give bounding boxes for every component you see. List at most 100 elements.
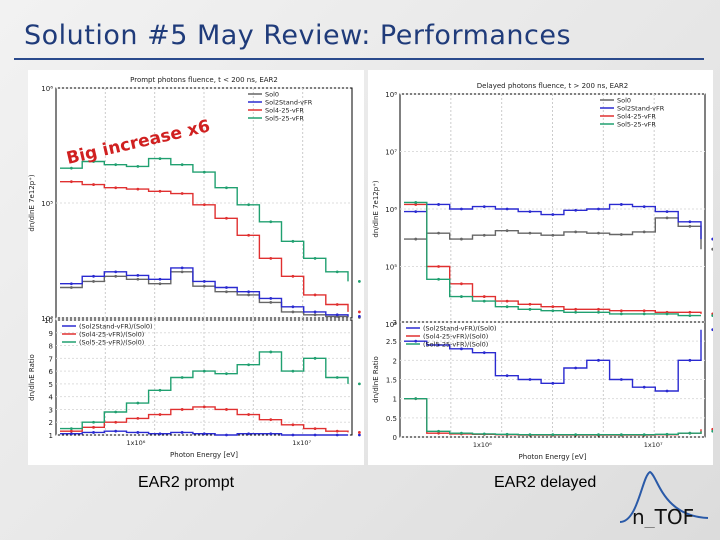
- delayed-ratio-chart-ytick: 2.5: [386, 338, 397, 346]
- data-point--sol2stand-vfr-sol0-: [136, 431, 140, 434]
- data-point-sol2stand-vfr: [619, 203, 623, 206]
- data-point-sol4-25-vfr: [291, 274, 295, 278]
- data-point-sol5-25-vfr: [642, 312, 646, 316]
- data-point-sol4-25-vfr: [92, 183, 95, 186]
- data-point-sol4-25-vfr: [136, 187, 140, 191]
- legend-entry: Sol0: [617, 97, 631, 105]
- data-point--sol4-25-vfr-sol0-: [158, 413, 162, 416]
- data-point-sol5-25-vfr: [357, 280, 361, 283]
- prompt-ratio-chart-ytick: 8: [49, 343, 53, 351]
- prompt-ratio-chart-ytick: 4: [49, 394, 54, 402]
- delayed-ratio-chart-ytick: 0: [393, 434, 397, 442]
- data-point--sol5-25-vfr-sol0-: [642, 433, 646, 437]
- data-point-sol5-25-vfr: [136, 164, 140, 168]
- data-point-sol5-25-vfr: [114, 163, 118, 167]
- data-point-sol2stand-vfr: [574, 208, 578, 212]
- delayed-fluence-chart-ytick: 10⁶: [385, 206, 397, 214]
- prompt-chart-panel: 10⁶ 10⁵ 10⁴ Prompt photons fluence, t < 200…: [28, 70, 364, 465]
- data-point--sol4-25-vfr-sol0-: [291, 423, 295, 427]
- prompt-ratio-chart-ytick: 6: [49, 368, 54, 376]
- data-point--sol5-25-vfr-sol0-: [665, 432, 669, 436]
- data-point-sol0: [414, 237, 418, 241]
- data-point--sol4-25-vfr-sol0-: [225, 408, 228, 411]
- data-point-sol2stand-vfr: [688, 220, 692, 224]
- prompt-ratio-chart: 10 9 8 7 6 5 4 3 2 1 1x10⁶ 1x10⁷ dn/dlnE Ratio Photon…: [28, 317, 361, 459]
- data-point-sol0: [247, 293, 251, 297]
- data-point-sol4-25-vfr: [414, 203, 418, 206]
- data-point-sol5-25-vfr: [597, 310, 600, 314]
- prompt-ratio-chart-ytick: 7: [49, 355, 53, 363]
- prompt-fluence-chart-ytick: 10⁵: [41, 200, 53, 208]
- delayed-fluence-chart: 10⁸ 10⁷ 10⁶ 10⁵ 10⁴ Delayed photons fluence, …: [372, 82, 715, 329]
- data-point-sol4-25-vfr: [437, 265, 440, 268]
- data-point--sol2stand-vfr-sol0-: [688, 358, 692, 362]
- data-point--sol5-25-vfr-sol0-: [225, 372, 228, 376]
- data-point-sol0: [597, 231, 600, 235]
- legend-entry: Sol2Stand-vFR: [265, 99, 313, 107]
- prompt-ratio-chart-ytick: 3: [49, 406, 53, 414]
- prompt-ratio-chart-ytick: 5: [49, 381, 53, 389]
- prompt-ratio-chart-ytick: 9: [49, 330, 53, 338]
- data-point-sol5-25-vfr: [619, 312, 623, 316]
- data-point--sol2stand-vfr-sol0-: [69, 432, 73, 436]
- series-line-sol5-25-vfr: [60, 157, 349, 282]
- data-point--sol2stand-vfr-sol0-: [619, 378, 623, 381]
- legend-entry: Sol4-25-vFR: [617, 113, 656, 121]
- data-point--sol5-25-vfr-sol0-: [291, 369, 295, 373]
- data-point-sol5-25-vfr: [665, 312, 669, 316]
- data-point-sol2stand-vfr: [551, 213, 555, 216]
- data-point--sol2stand-vfr-sol0-: [437, 343, 440, 347]
- data-point-sol2stand-vfr: [92, 274, 95, 278]
- data-point-sol2stand-vfr: [114, 270, 118, 274]
- data-point-sol0: [291, 310, 295, 314]
- data-point--sol4-25-vfr-sol0-: [92, 425, 95, 429]
- data-point--sol5-25-vfr-sol0-: [414, 397, 418, 401]
- data-point--sol2stand-vfr-sol0-: [92, 431, 95, 434]
- delayed-chart-panel: 10⁸ 10⁷ 10⁶ 10⁵ 10⁴ Delayed photons fluence, …: [368, 70, 715, 465]
- legend-entry: Sol2Stand-vFR: [617, 105, 665, 113]
- data-point-sol0: [136, 277, 140, 281]
- data-point--sol5-25-vfr-sol0-: [551, 433, 555, 437]
- logo-text: n_TOF: [632, 505, 694, 528]
- data-point--sol5-25-vfr-sol0-: [92, 420, 95, 424]
- delayed-ratio-chart-xlabel: Photon Energy [eV]: [519, 453, 587, 461]
- data-point-sol2stand-vfr: [335, 313, 339, 317]
- data-point--sol2stand-vfr-sol0-: [574, 366, 578, 370]
- data-point-sol5-25-vfr: [180, 163, 184, 167]
- data-point-sol4-25-vfr: [505, 299, 509, 303]
- data-point-sol2stand-vfr: [642, 205, 646, 209]
- data-point-sol0: [505, 229, 509, 233]
- data-point-sol4-25-vfr: [313, 293, 317, 297]
- data-point-sol2stand-vfr: [313, 310, 317, 314]
- data-point--sol2stand-vfr-sol0-: [482, 351, 486, 355]
- data-point-sol5-25-vfr: [505, 305, 509, 309]
- data-point-sol4-25-vfr: [335, 303, 339, 306]
- data-point-sol4-25-vfr: [574, 307, 578, 311]
- data-point-sol0: [114, 274, 118, 278]
- data-point--sol4-25-vfr-sol0-: [114, 420, 118, 424]
- data-point--sol2stand-vfr-sol0-: [202, 432, 206, 436]
- data-point-sol2stand-vfr: [597, 207, 600, 211]
- delayed-ratio-chart-ylabel: dn/dlnE Ratio: [372, 356, 380, 403]
- legend-entry: (Sol4-25-vFR)/(Sol0): [79, 331, 144, 339]
- data-point--sol5-25-vfr-sol0-: [114, 410, 118, 414]
- data-point-sol5-25-vfr: [225, 186, 228, 190]
- data-point-sol5-25-vfr: [688, 314, 692, 317]
- data-point-sol2stand-vfr: [505, 207, 509, 211]
- caption-right: EAR2 delayed: [494, 474, 597, 491]
- legend-entry: Sol0: [265, 91, 279, 99]
- data-point--sol4-25-vfr-sol0-: [69, 429, 73, 433]
- delayed-fluence-chart-ytick: 10⁵: [385, 264, 397, 272]
- series-line--sol2stand-vfr-sol0-: [404, 329, 702, 392]
- series-line-sol4-25-vfr: [60, 181, 349, 312]
- delayed-ratio-chart-ytick: 3: [393, 319, 397, 327]
- prompt-fluence-chart-ytick: 10⁶: [41, 85, 53, 93]
- data-point--sol2stand-vfr-sol0-: [313, 433, 317, 437]
- data-point--sol4-25-vfr-sol0-: [437, 431, 440, 435]
- series-line-sol5-25-vfr: [404, 201, 701, 317]
- data-point-sol4-25-vfr: [114, 186, 118, 190]
- data-point-sol0: [313, 313, 317, 317]
- delayed-ratio-chart-ytick: 0.5: [386, 415, 397, 423]
- data-point--sol4-25-vfr-sol0-: [269, 418, 273, 422]
- data-point-sol5-25-vfr: [158, 157, 162, 160]
